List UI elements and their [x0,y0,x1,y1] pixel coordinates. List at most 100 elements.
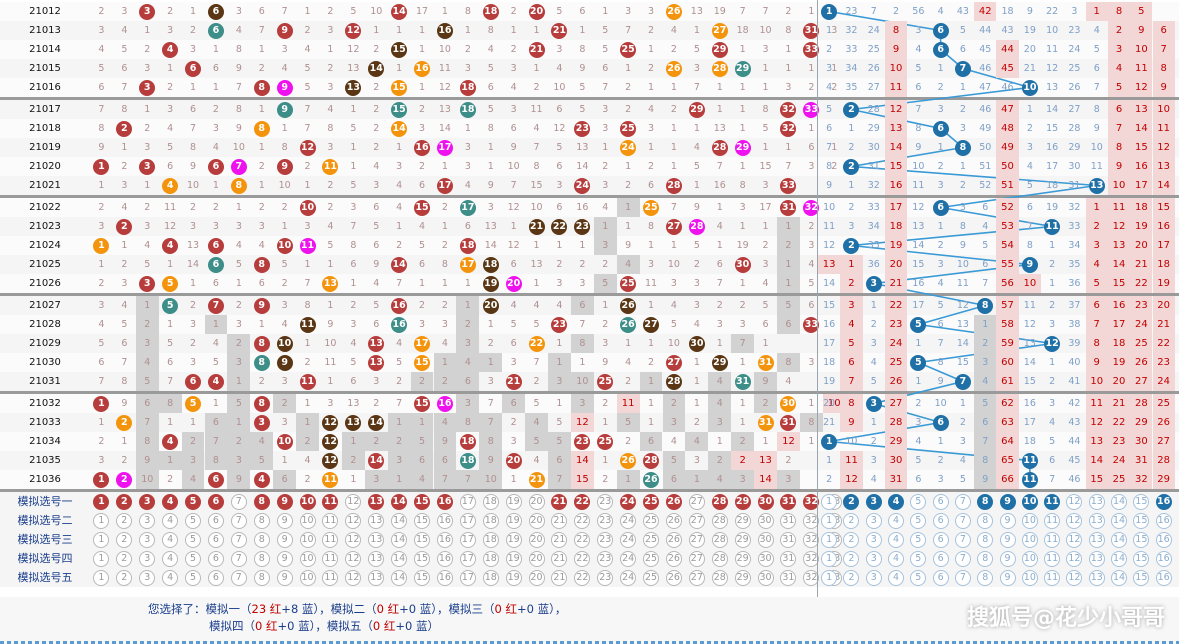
unselected-red-ball[interactable]: 6 [207,550,224,567]
unselected-blue-ball[interactable]: 14 [1111,569,1128,586]
sim-red-number[interactable]: 23 [594,511,617,530]
sim-red-number[interactable]: 31 [777,492,800,511]
unselected-red-ball[interactable]: 5 [185,569,202,586]
sim-blue-number[interactable]: 15 [1130,568,1152,587]
unselected-blue-ball[interactable]: 4 [888,550,905,567]
sim-red-number[interactable]: 28 [708,568,731,587]
unselected-red-ball[interactable]: 15 [414,569,431,586]
sim-red-number[interactable]: 12 [342,492,365,511]
unselected-red-ball[interactable]: 19 [505,512,522,529]
unselected-blue-ball[interactable]: 16 [1155,512,1172,529]
sim-red-number[interactable]: 9 [273,530,296,549]
unselected-red-ball[interactable]: 18 [482,569,499,586]
sim-red-number[interactable]: 26 [663,492,686,511]
sim-blue-number[interactable]: 3 [863,568,885,587]
unselected-blue-ball[interactable]: 6 [932,550,949,567]
unselected-red-ball[interactable]: 31 [780,569,797,586]
sim-blue-number[interactable]: 3 [863,511,885,530]
sim-red-number[interactable]: 29 [731,530,754,549]
unselected-blue-ball[interactable]: 1 [821,550,838,567]
sim-red-number[interactable]: 5 [182,568,205,587]
sim-red-number[interactable]: 12 [342,511,365,530]
unselected-blue-ball[interactable]: 8 [977,531,994,548]
sim-red-number[interactable]: 10 [296,549,319,568]
selected-red-ball[interactable]: 25 [643,493,660,510]
unselected-red-ball[interactable]: 32 [803,569,820,586]
unselected-red-ball[interactable]: 27 [688,531,705,548]
unselected-blue-ball[interactable]: 13 [1088,569,1105,586]
sim-red-number[interactable]: 20 [525,568,548,587]
sim-red-number[interactable]: 24 [617,492,640,511]
unselected-blue-ball[interactable]: 11 [1044,569,1061,586]
unselected-red-ball[interactable]: 2 [116,512,133,529]
unselected-blue-ball[interactable]: 14 [1111,493,1128,510]
unselected-red-ball[interactable]: 10 [299,550,316,567]
unselected-red-ball[interactable]: 4 [162,531,179,548]
sim-red-number[interactable]: 24 [617,511,640,530]
unselected-red-ball[interactable]: 11 [322,512,339,529]
sim-red-number[interactable]: 9 [273,492,296,511]
unselected-red-ball[interactable]: 24 [620,531,637,548]
selected-red-ball[interactable]: 15 [414,493,431,510]
sim-red-number[interactable]: 1 [90,530,113,549]
unselected-red-ball[interactable]: 16 [436,569,453,586]
sim-red-number[interactable]: 3 [136,549,159,568]
sim-red-number[interactable]: 10 [296,530,319,549]
unselected-red-ball[interactable]: 13 [368,569,385,586]
sim-blue-number[interactable]: 14 [1108,549,1130,568]
sim-red-number[interactable]: 12 [342,530,365,549]
unselected-blue-ball[interactable]: 5 [910,512,927,529]
unselected-red-ball[interactable]: 18 [482,493,499,510]
sim-red-number[interactable]: 8 [250,549,273,568]
sim-blue-number[interactable]: 2 [840,492,862,511]
sim-red-number[interactable]: 30 [754,492,777,511]
sim-red-number[interactable]: 32 [800,511,823,530]
sim-red-number[interactable]: 20 [525,530,548,549]
sim-red-number[interactable]: 13 [365,511,388,530]
sim-red-number[interactable]: 12 [342,549,365,568]
sim-red-number[interactable]: 24 [617,530,640,549]
sim-red-number[interactable]: 17 [456,530,479,549]
selected-red-ball[interactable]: 28 [711,493,728,510]
sim-red-number[interactable]: 8 [250,568,273,587]
sim-red-number[interactable]: 15 [411,549,434,568]
selected-red-ball[interactable]: 3 [139,493,156,510]
unselected-red-ball[interactable]: 17 [459,493,476,510]
sim-red-number[interactable]: 31 [777,549,800,568]
unselected-red-ball[interactable]: 29 [734,550,751,567]
selected-red-ball[interactable]: 10 [299,493,316,510]
sim-red-number[interactable]: 2 [113,568,136,587]
unselected-red-ball[interactable]: 5 [185,531,202,548]
sim-red-number[interactable]: 7 [227,511,250,530]
sim-blue-number[interactable]: 3 [863,530,885,549]
sim-red-number[interactable]: 27 [685,549,708,568]
sim-red-number[interactable]: 31 [777,511,800,530]
unselected-red-ball[interactable]: 10 [299,569,316,586]
sim-red-number[interactable]: 16 [434,492,457,511]
sim-blue-number[interactable]: 9 [996,568,1018,587]
unselected-red-ball[interactable]: 25 [643,550,660,567]
sim-red-number[interactable]: 4 [159,511,182,530]
sim-red-number[interactable]: 26 [663,511,686,530]
sim-red-number[interactable]: 25 [640,549,663,568]
unselected-blue-ball[interactable]: 2 [843,512,860,529]
sim-red-number[interactable]: 18 [479,568,502,587]
sim-red-number[interactable]: 8 [250,492,273,511]
unselected-red-ball[interactable]: 11 [322,569,339,586]
unselected-blue-ball[interactable]: 16 [1155,531,1172,548]
sim-red-number[interactable]: 17 [456,492,479,511]
unselected-red-ball[interactable]: 30 [757,550,774,567]
unselected-red-ball[interactable]: 13 [368,550,385,567]
sim-red-number[interactable]: 32 [800,492,823,511]
sim-blue-number[interactable]: 2 [840,511,862,530]
sim-blue-number[interactable]: 2 [840,530,862,549]
sim-red-number[interactable]: 17 [456,549,479,568]
unselected-blue-ball[interactable]: 11 [1044,531,1061,548]
sim-red-number[interactable]: 11 [319,511,342,530]
sim-red-number[interactable]: 30 [754,511,777,530]
unselected-red-ball[interactable]: 26 [665,569,682,586]
sim-red-number[interactable]: 18 [479,549,502,568]
sim-red-number[interactable]: 21 [548,511,571,530]
unselected-red-ball[interactable]: 20 [528,569,545,586]
unselected-red-ball[interactable]: 13 [368,531,385,548]
